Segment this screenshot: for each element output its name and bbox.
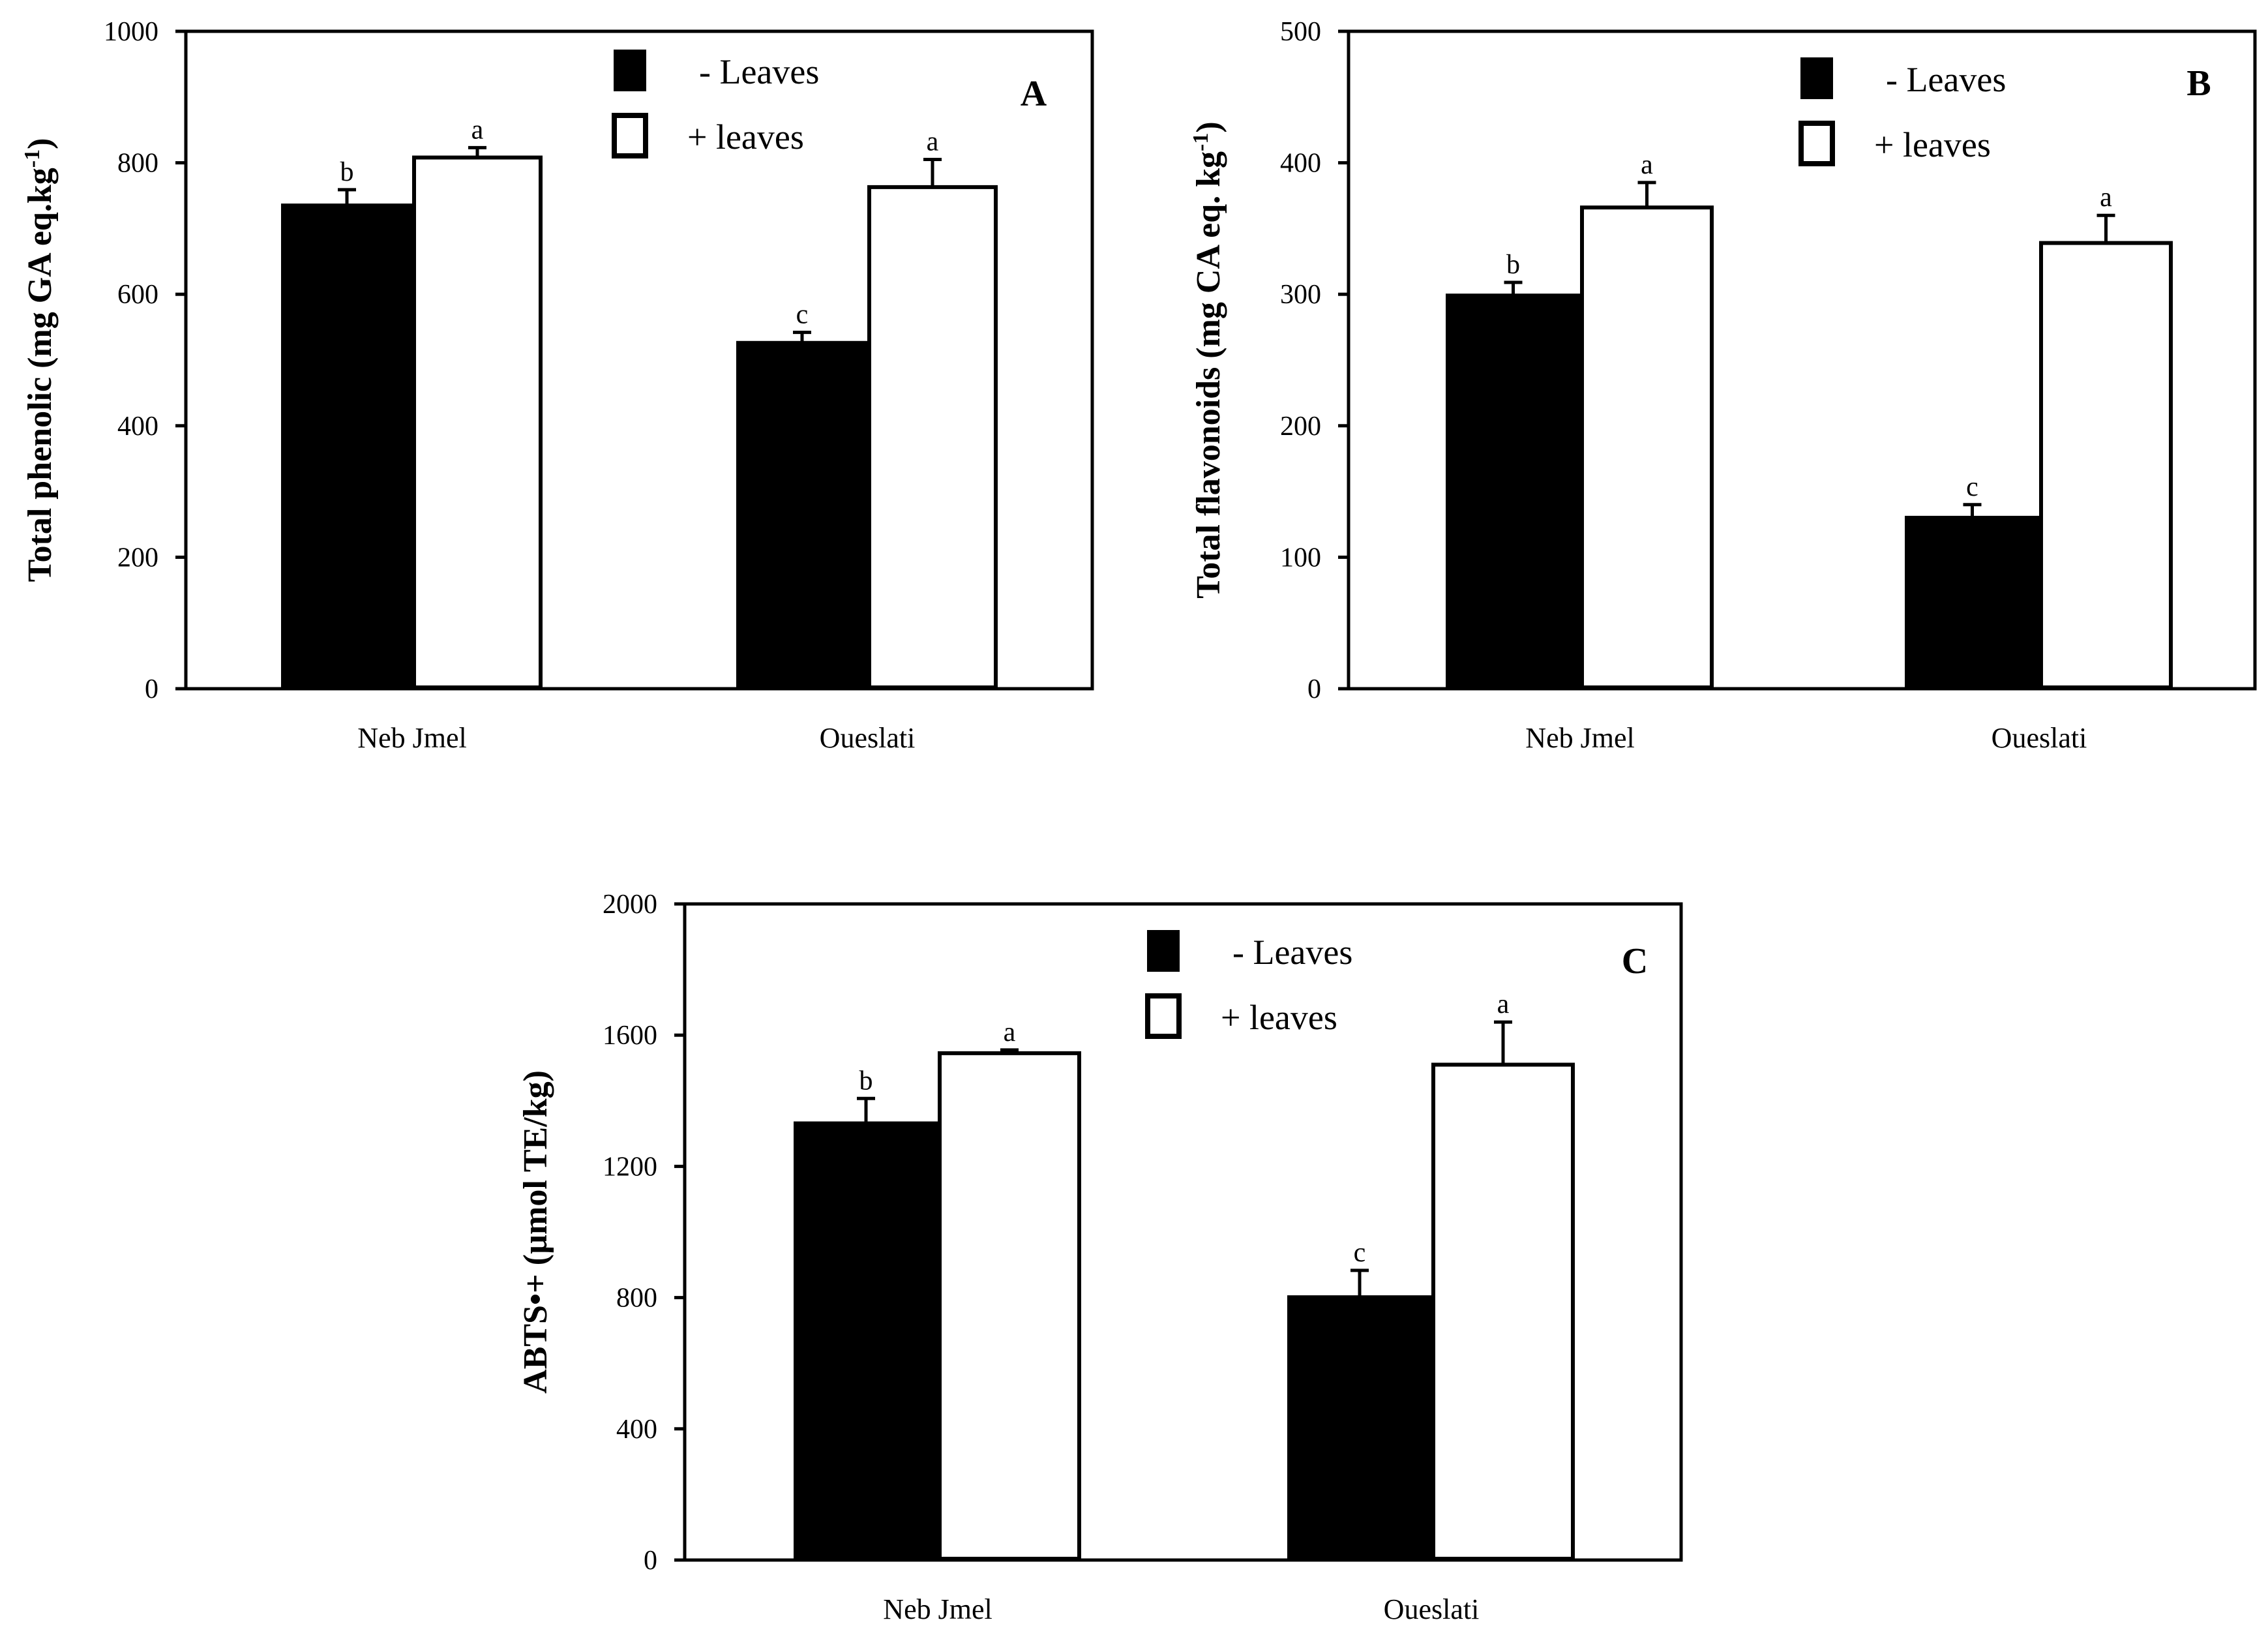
bar-plus-leaves	[1580, 205, 1714, 690]
bar-plus-leaves	[867, 185, 998, 689]
y-tick-label: 1000	[104, 17, 158, 47]
panel-letter: B	[2186, 63, 2211, 104]
y-tick-label: 500	[1280, 17, 1321, 47]
y-axis-label: Total flavonoids (mg CA eq. kg-1)	[1189, 121, 1228, 598]
legend-label: + leaves	[1221, 998, 1337, 1037]
y-tick-label: 1600	[603, 1021, 657, 1051]
y-tick-label: 400	[1280, 149, 1321, 179]
significance-label: a	[471, 115, 484, 145]
y-tick-label: 200	[1280, 412, 1321, 442]
y-tick-label: 1200	[603, 1152, 657, 1182]
significance-label: b	[1506, 250, 1520, 280]
legend-label: + leaves	[687, 117, 804, 157]
bar-minus-leaves	[1446, 293, 1581, 689]
bar-plus-leaves	[2039, 241, 2173, 689]
significance-label: a	[1497, 989, 1510, 1019]
significance-label: c	[796, 300, 809, 330]
plot-frame	[1347, 29, 2257, 691]
significance-label: a	[1641, 150, 1653, 180]
legend-label: - Leaves	[1232, 933, 1352, 972]
bar-minus-leaves	[736, 340, 868, 689]
legend-swatch-plus-leaves	[1798, 121, 1835, 166]
y-axis-label: ABTS•+ (µmol TE/kg)	[517, 1070, 554, 1394]
legend-swatch-minus-leaves	[614, 50, 646, 91]
plot-frame	[683, 902, 1683, 1562]
significance-label: a	[1004, 1017, 1016, 1047]
category-label: Neb Jmel	[1525, 722, 1634, 754]
y-tick-label: 100	[1280, 543, 1321, 573]
bar-minus-leaves	[1905, 515, 2040, 689]
panel-letter: C	[1622, 941, 1648, 982]
significance-label: b	[340, 157, 354, 187]
significance-label: b	[859, 1066, 873, 1096]
legend-label: - Leaves	[699, 52, 819, 91]
significance-label: c	[1966, 472, 1978, 502]
y-tick-label: 0	[644, 1546, 657, 1576]
legend-swatch-plus-leaves	[1145, 993, 1182, 1039]
bar-minus-leaves	[794, 1121, 938, 1561]
y-tick-label: 0	[145, 674, 158, 704]
legend-swatch-minus-leaves	[1147, 930, 1180, 972]
y-tick-label: 600	[117, 280, 158, 310]
category-label: Oueslati	[1384, 1593, 1480, 1625]
category-label: Neb Jmel	[883, 1593, 992, 1625]
bar-minus-leaves	[1287, 1295, 1432, 1561]
plot-frame	[184, 29, 1094, 691]
bar-plus-leaves	[1431, 1062, 1575, 1561]
legend-label: - Leaves	[1886, 60, 2006, 99]
y-tick-label: 200	[117, 543, 158, 573]
y-tick-label: 800	[117, 149, 158, 179]
category-label: Oueslati	[1992, 722, 2087, 754]
legend-swatch-plus-leaves	[612, 113, 648, 158]
chart-panel-b: 0 100 200 300 400 500 Total flavonoids (mg CA …	[1189, 17, 2257, 754]
bar-plus-leaves	[938, 1051, 1081, 1561]
bar-plus-leaves	[412, 155, 543, 689]
y-tick-label: 2000	[603, 890, 657, 920]
y-tick-label: 0	[1307, 674, 1321, 704]
legend-label: + leaves	[1874, 125, 1991, 164]
chart-panel-a: 0 200 400 600 800 1000 Total phenolic (mg GA e…	[20, 17, 1094, 754]
significance-label: a	[2100, 183, 2112, 213]
y-tick-label: 400	[616, 1415, 657, 1445]
chart-panel-c: 0 400 800 1200 1600 2000 ABTS•+ (µmol TE/kg) b a…	[517, 890, 1683, 1625]
bar-minus-leaves	[281, 203, 413, 689]
category-label: Neb Jmel	[357, 722, 466, 754]
y-tick-label: 300	[1280, 280, 1321, 310]
significance-label: a	[927, 127, 939, 157]
y-tick-label: 800	[616, 1284, 657, 1314]
category-label: Oueslati	[820, 722, 916, 754]
panel-letter: A	[1021, 74, 1047, 114]
y-tick-label: 400	[117, 412, 158, 442]
significance-label: c	[1354, 1238, 1366, 1268]
legend-swatch-minus-leaves	[1800, 57, 1833, 99]
y-axis-label: Total phenolic (mg GA eq.kg-1)	[20, 138, 59, 582]
